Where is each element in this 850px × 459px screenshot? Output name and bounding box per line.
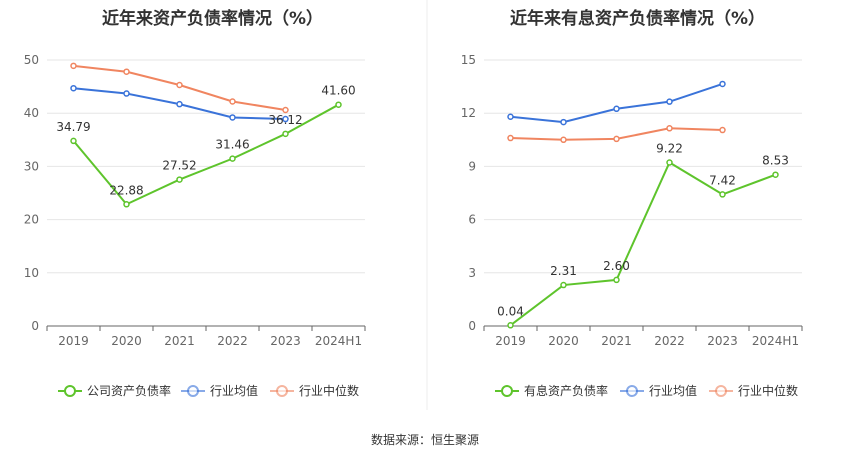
y-tick-label: 0 <box>468 319 476 333</box>
data-point-median <box>176 81 183 89</box>
legend-swatch-marker <box>501 385 513 397</box>
data-point-median <box>666 125 673 132</box>
data-label: 36.12 <box>268 113 302 127</box>
data-point-avg <box>123 90 130 97</box>
legend-label: 行业中位数 <box>738 383 798 398</box>
data-point-avg <box>613 105 620 113</box>
legend-swatch-marker <box>626 385 638 397</box>
x-tick-label: 2021 <box>164 334 195 348</box>
data-label: 2.60 <box>603 259 630 273</box>
data-point-company <box>176 176 183 183</box>
chart-0: 0 10 20 30 40 50 2019 2020 2021 2022 2023 2024H1 34.… <box>24 53 366 398</box>
data-point-company <box>335 101 342 108</box>
data-point-avg <box>719 80 726 88</box>
y-tick-label: 15 <box>461 53 476 67</box>
legend-swatch-marker <box>187 385 199 397</box>
legend-label: 有息资产负债率 <box>524 383 608 398</box>
legend-swatch-marker <box>276 385 288 397</box>
data-label: 34.79 <box>56 120 90 134</box>
x-tick-label: 2023 <box>707 334 738 348</box>
y-tick-label: 3 <box>468 266 476 280</box>
series-line-avg <box>510 82 723 124</box>
chart-title-left: 近年来资产负债率情况（%） <box>101 9 324 29</box>
data-point-avg <box>229 114 236 121</box>
series-line-company <box>509 161 776 327</box>
y-tick-label: 50 <box>24 53 39 67</box>
legend-item-avg: 行业均值 <box>181 383 258 398</box>
data-label: 31.46 <box>215 138 249 152</box>
data-point-avg <box>560 118 567 126</box>
data-point-median <box>229 98 236 105</box>
legend-label: 行业均值 <box>210 383 258 398</box>
data-point-company <box>229 155 236 162</box>
data-point-median <box>507 134 514 142</box>
legend-item-median: 行业中位数 <box>270 383 359 398</box>
data-point-avg <box>282 115 289 123</box>
legend-label: 行业均值 <box>649 383 697 398</box>
legend-swatch-marker <box>715 385 727 397</box>
legend-label: 公司资产负债率 <box>87 383 171 398</box>
data-label: 27.52 <box>162 159 196 173</box>
legend-item-median: 行业中位数 <box>709 383 798 398</box>
data-point-median <box>613 135 620 143</box>
data-label: 7.42 <box>709 173 736 187</box>
data-point-company <box>772 171 779 178</box>
data-source-label: 数据来源：恒生聚源 <box>370 433 479 447</box>
x-tick-label: 2019 <box>495 334 526 348</box>
x-tick-label: 2024H1 <box>752 334 799 348</box>
data-point-avg <box>666 98 673 105</box>
chart-1: 0 3 6 9 12 15 2019 2020 2021 2022 2023 2024H1 0.04 2.… <box>461 53 803 398</box>
y-tick-label: 9 <box>468 159 476 173</box>
y-tick-label: 0 <box>31 319 39 333</box>
data-point-company <box>507 322 514 329</box>
x-tick-label: 2024H1 <box>315 334 362 348</box>
data-label: 2.31 <box>550 264 577 278</box>
series-line-company <box>72 103 339 206</box>
data-point-company <box>123 201 130 208</box>
data-point-median <box>70 62 77 70</box>
data-point-median <box>282 106 289 114</box>
chart-title-right: 近年来有息资产负债率情况（%） <box>509 9 766 29</box>
y-tick-label: 20 <box>24 213 39 227</box>
data-point-company <box>666 159 673 166</box>
data-point-median <box>123 68 130 75</box>
data-point-avg <box>176 100 183 108</box>
legend-item-company: 有息资产负债率 <box>495 383 608 398</box>
data-label: 22.88 <box>109 183 143 197</box>
x-tick-label: 2022 <box>217 334 248 348</box>
data-label: 41.60 <box>321 84 355 98</box>
legend-item-avg: 行业均值 <box>620 383 697 398</box>
data-point-median <box>719 126 726 134</box>
legend-item-company: 公司资产负债率 <box>58 383 171 398</box>
x-tick-label: 2023 <box>270 334 301 348</box>
data-label: 8.53 <box>762 154 789 168</box>
x-tick-label: 2021 <box>601 334 632 348</box>
y-tick-label: 10 <box>24 266 39 280</box>
data-point-median <box>560 136 567 144</box>
y-tick-label: 30 <box>24 159 39 173</box>
data-point-company <box>719 191 726 198</box>
data-point-avg <box>507 113 514 120</box>
y-tick-label: 12 <box>461 106 476 120</box>
data-label: 0.04 <box>497 304 524 318</box>
data-label: 9.22 <box>656 141 683 155</box>
legend-swatch-marker <box>64 385 76 397</box>
x-tick-label: 2022 <box>654 334 685 348</box>
data-point-company <box>70 137 77 145</box>
y-tick-label: 40 <box>24 106 39 120</box>
x-tick-label: 2019 <box>58 334 89 348</box>
x-tick-label: 2020 <box>111 334 142 348</box>
x-tick-label: 2020 <box>548 334 579 348</box>
y-tick-label: 6 <box>468 213 476 227</box>
data-point-company <box>282 130 289 138</box>
data-point-company <box>613 276 620 284</box>
legend-label: 行业中位数 <box>299 383 359 398</box>
data-point-avg <box>70 84 77 92</box>
data-point-company <box>560 281 567 289</box>
